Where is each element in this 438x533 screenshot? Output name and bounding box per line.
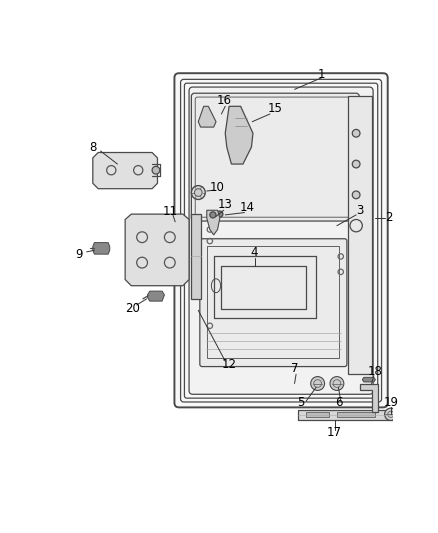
Circle shape	[194, 189, 202, 196]
Polygon shape	[93, 152, 158, 189]
Text: 9: 9	[75, 248, 83, 261]
Text: 14: 14	[239, 201, 254, 214]
Text: 5: 5	[297, 396, 304, 409]
FancyBboxPatch shape	[189, 87, 373, 394]
Text: 10: 10	[210, 181, 225, 195]
Text: 7: 7	[291, 361, 298, 375]
Text: 2: 2	[385, 212, 393, 224]
Polygon shape	[198, 106, 216, 127]
Text: 12: 12	[222, 358, 237, 371]
Bar	[207, 246, 339, 358]
Circle shape	[152, 166, 160, 174]
Circle shape	[210, 212, 216, 218]
Bar	[191, 214, 201, 299]
Text: 11: 11	[162, 205, 177, 219]
Text: 6: 6	[336, 396, 343, 409]
Circle shape	[311, 377, 325, 391]
FancyBboxPatch shape	[174, 73, 388, 407]
Polygon shape	[225, 106, 253, 164]
Bar	[306, 412, 329, 417]
Text: 17: 17	[327, 425, 342, 439]
Text: 13: 13	[218, 198, 233, 212]
Circle shape	[385, 408, 397, 421]
Circle shape	[352, 130, 360, 137]
Text: 18: 18	[368, 366, 383, 378]
Text: 8: 8	[89, 141, 96, 154]
Polygon shape	[298, 410, 395, 419]
Text: 4: 4	[251, 246, 258, 259]
Circle shape	[352, 191, 360, 199]
Polygon shape	[207, 210, 220, 235]
Polygon shape	[360, 384, 378, 412]
Polygon shape	[93, 243, 110, 254]
Text: 15: 15	[268, 102, 283, 115]
Circle shape	[217, 211, 223, 217]
Text: 16: 16	[216, 94, 231, 108]
Text: 19: 19	[383, 396, 398, 409]
Text: 1: 1	[318, 68, 325, 81]
FancyBboxPatch shape	[200, 239, 347, 367]
Polygon shape	[362, 377, 375, 382]
Circle shape	[330, 377, 344, 391]
Polygon shape	[125, 214, 189, 286]
Bar	[337, 412, 375, 417]
Circle shape	[191, 185, 205, 199]
FancyBboxPatch shape	[191, 93, 359, 221]
Text: 3: 3	[356, 204, 364, 217]
Polygon shape	[148, 291, 164, 301]
Bar	[349, 96, 371, 374]
Circle shape	[352, 160, 360, 168]
Text: 20: 20	[125, 302, 140, 316]
